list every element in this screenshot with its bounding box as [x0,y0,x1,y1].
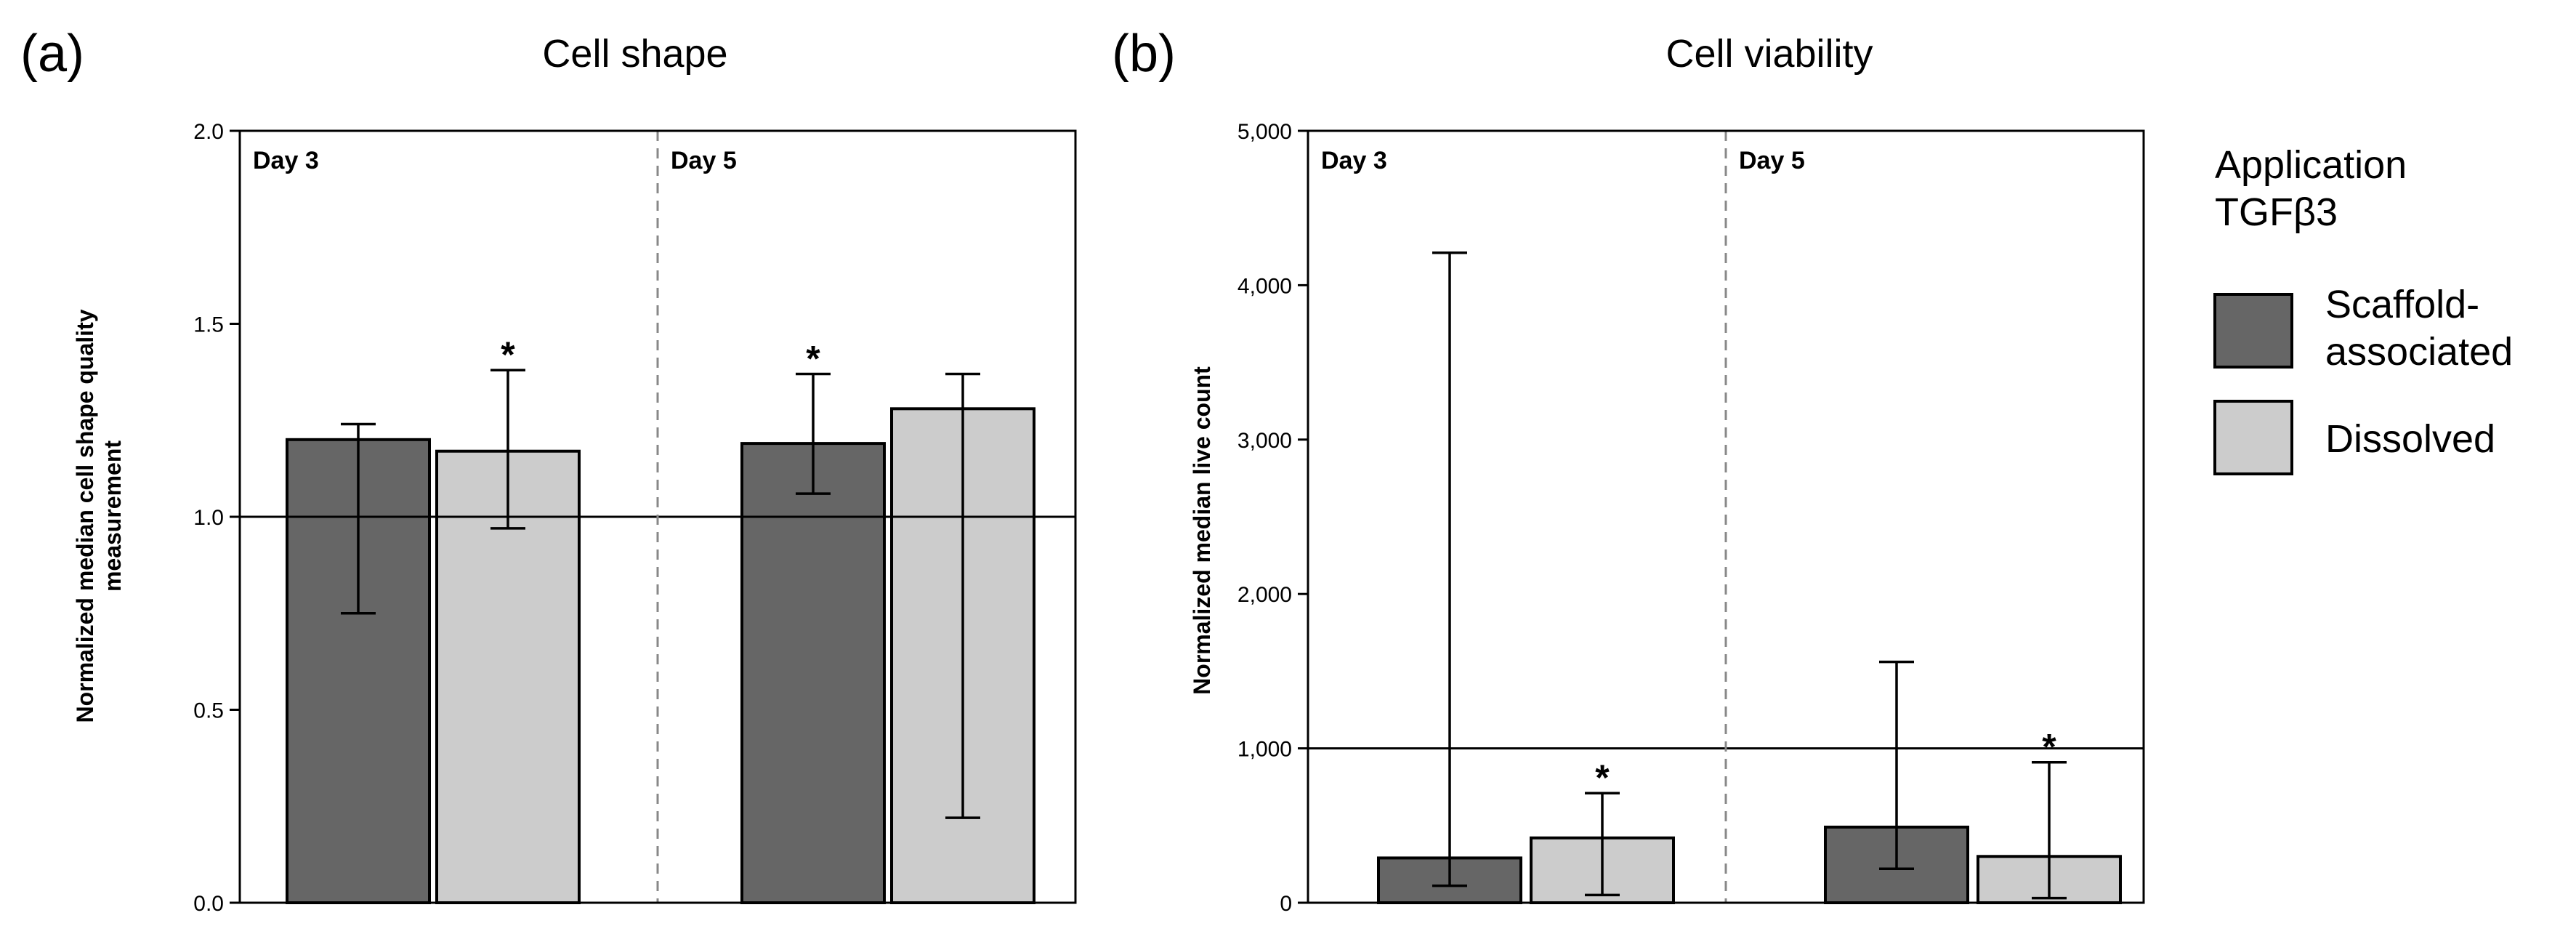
panel-a-ytick-label: 0.0 [193,892,224,916]
panel-b-ytick-label: 0 [1280,892,1292,916]
legend: Application TGFβ3 Scaffold- associated D… [2213,143,2513,475]
panel-a-ylabel-line2: measurement [100,440,126,592]
panel-b-ytick-label: 3,000 [1237,429,1292,453]
panel-a-ytick-label: 0.5 [193,699,224,723]
panel-a-errorbar-day1-1 [945,372,980,819]
panel-b-ylabel: Normalized median live count [1189,366,1215,695]
legend-label-scaffold-line2: associated [2325,330,2513,374]
panel-b-significance-star: * [1595,757,1610,798]
legend-label-scaffold-line1: Scaffold- [2325,283,2479,326]
panel-b-significance-star: * [2042,727,2056,768]
panel-b-ytick-label: 5,000 [1237,120,1292,144]
panel-b-letter: (b) [1112,25,1176,83]
panel-a-day-label: Day 3 [253,147,319,174]
panel-a-errorbar-day0-1 [490,369,525,530]
panel-b-day-label: Day 3 [1321,147,1387,174]
legend-label-dissolved: Dissolved [2325,417,2495,461]
panel-a-ytick-label: 1.0 [193,506,224,530]
panel-a-ylabel-line1: Normalized median cell shape quality [72,309,98,722]
legend-swatch-scaffold-associated [2213,293,2293,369]
panel-b-errorbar-day1-1 [2032,760,2067,900]
panel-b-plot: * Day 3 * Day 5 0 1,000 2,000 3,000 4,000 5,000 [1237,120,2145,916]
legend-title-line2: TGFβ3 [2215,190,2338,234]
panel-a-significance-star: * [501,334,515,375]
panel-a-title: Cell shape [542,32,727,76]
panel-a-letter: (a) [20,25,84,83]
panel-a-bar-day1-scaffold [740,442,886,904]
panel-b-day-label: Day 5 [1739,147,1805,174]
panel-b-errorbar-day0-1 [1585,792,1620,897]
legend-title-line1: Application [2215,143,2407,187]
panel-b-title: Cell viability [1665,32,1873,76]
panel-b-errorbar-day1-0 [1879,660,1914,871]
panel-b-ylabel-line1: Normalized median live count [1189,366,1215,695]
panel-a-plot: * Day 3 * Day 5 0.0 0.5 1.0 1.5 2.0 [193,120,1077,916]
panel-a-ytick-label: 1.5 [193,313,224,337]
panel-a-errorbar-day1-0 [796,372,831,495]
panel-b-frame [1307,129,2145,904]
panel-a-ylabel: Normalized median cell shape quality mea… [72,309,126,722]
panel-a-day-label: Day 5 [671,147,737,174]
panel-b-ytick-label: 4,000 [1237,274,1292,298]
panel-b-errorbar-day0-0 [1432,251,1467,887]
panel-b-ytick-label: 1,000 [1237,738,1292,762]
panel-a-significance-star: * [806,339,820,379]
panel-b-ytick-label: 2,000 [1237,583,1292,607]
panel-a-errorbar-day0-0 [341,422,376,615]
legend-swatch-dissolved [2213,400,2293,475]
panel-a-ytick-label: 2.0 [193,120,224,144]
